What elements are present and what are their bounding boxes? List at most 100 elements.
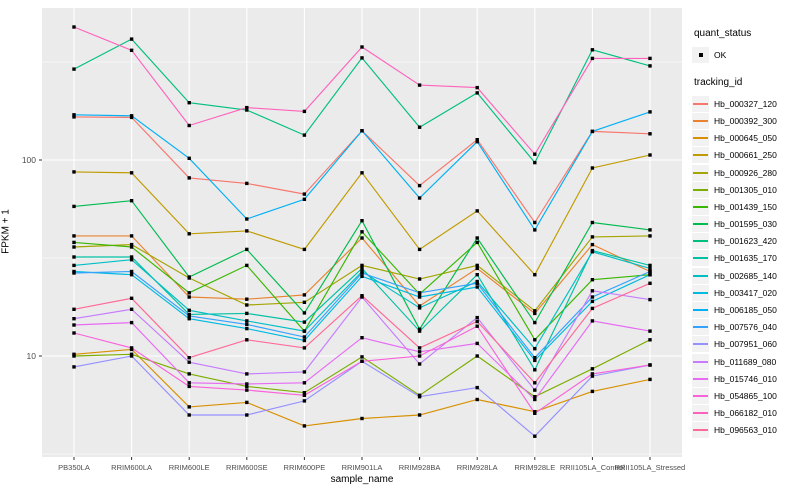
- data-point: [129, 242, 134, 247]
- x-axis-title: sample_name: [330, 474, 394, 485]
- data-point: [648, 363, 652, 367]
- data-point: [129, 48, 134, 52]
- x-tick-label: RRIM901LA: [342, 463, 383, 472]
- data-point: [187, 291, 191, 295]
- legend-key-swatch: [692, 336, 709, 353]
- data-point: [245, 388, 249, 392]
- legend-item-Hb_007576_040: Hb_007576_040: [692, 319, 800, 336]
- legend-key-swatch: [692, 147, 709, 164]
- data-point: [302, 424, 307, 428]
- legend-item-Hb_096563_010: Hb_096563_010: [692, 422, 800, 439]
- data-point: [360, 274, 364, 278]
- data-point: [533, 273, 537, 277]
- legend-item-Hb_000926_280: Hb_000926_280: [692, 164, 800, 181]
- data-point: [302, 338, 307, 343]
- legend-item-label: Hb_002685_140: [714, 270, 777, 281]
- data-point: [475, 140, 479, 144]
- data-point: [475, 315, 479, 320]
- data-point: [360, 416, 364, 421]
- data-point: [129, 255, 134, 259]
- legend-item-label: Hb_001635_170: [714, 253, 777, 264]
- series-color-line-icon: [693, 102, 708, 105]
- legend-item-label: Hb_054865_100: [714, 390, 777, 401]
- data-point: [590, 295, 595, 299]
- y-tick-label: 10: [27, 351, 37, 361]
- data-point: [245, 108, 249, 112]
- data-point: [533, 388, 537, 392]
- series-points-Hb_015746_010: [72, 319, 652, 402]
- data-point: [533, 160, 537, 165]
- data-point: [245, 322, 249, 327]
- legend-item-Hb_066182_010: Hb_066182_010: [692, 405, 800, 422]
- legend-tracking-items: Hb_000327_120 Hb_000392_300 Hb_000645_050 H…: [692, 95, 800, 439]
- data-point: [533, 309, 537, 313]
- data-point: [129, 199, 134, 203]
- data-point: [129, 296, 134, 300]
- data-point: [648, 56, 652, 61]
- x-tick-label: RRIM600PE: [284, 463, 326, 472]
- data-point: [417, 196, 422, 200]
- data-point: [417, 125, 422, 129]
- data-point: [590, 129, 595, 134]
- legend-key-swatch: [692, 233, 709, 250]
- data-point: [417, 306, 422, 310]
- x-tick-label: RRIM600SE: [226, 463, 268, 472]
- data-point: [648, 64, 652, 68]
- data-point: [187, 314, 191, 318]
- legend-item-Hb_001635_170: Hb_001635_170: [692, 250, 800, 267]
- legend-item-label: Hb_000926_280: [714, 167, 777, 178]
- legend-item-Hb_015746_010: Hb_015746_010: [692, 370, 800, 387]
- data-point: [129, 354, 134, 358]
- x-tick-label: PB350LA: [58, 463, 90, 472]
- data-point: [245, 326, 249, 331]
- data-point: [590, 299, 595, 304]
- data-point: [417, 304, 422, 308]
- data-point: [590, 374, 595, 378]
- data-point: [360, 294, 364, 298]
- data-point: [533, 358, 537, 363]
- data-point: [187, 176, 191, 180]
- data-point: [360, 271, 364, 275]
- data-point: [187, 356, 191, 360]
- series-color-line-icon: [693, 119, 708, 122]
- data-point: [417, 277, 422, 281]
- data-point: [187, 123, 191, 128]
- legend-key-swatch: [692, 95, 709, 112]
- legend-key-swatch: [692, 164, 709, 181]
- data-point: [187, 413, 191, 417]
- data-point: [72, 365, 76, 369]
- data-point: [417, 291, 422, 295]
- data-point: [417, 327, 422, 331]
- data-point: [475, 209, 479, 213]
- data-point: [187, 360, 191, 364]
- series-color-line-icon: [693, 154, 708, 157]
- data-point: [72, 25, 76, 29]
- legend-item-label: Hb_000327_120: [714, 98, 777, 109]
- legend-item-label: Hb_001595_030: [714, 219, 777, 230]
- data-point: [533, 368, 537, 372]
- data-point: [187, 381, 191, 385]
- legend-key-swatch: [692, 370, 709, 387]
- data-point: [475, 91, 479, 95]
- series-points-Hb_054865_100: [72, 324, 652, 415]
- data-point: [129, 245, 134, 249]
- series-color-line-icon: [693, 429, 708, 432]
- data-point: [302, 370, 307, 374]
- data-point: [245, 303, 249, 307]
- y-axis-title: FPKM + 1: [0, 209, 12, 254]
- legend-key-swatch: [692, 130, 709, 147]
- legend-item-Hb_001623_420: Hb_001623_420: [692, 233, 800, 250]
- data-point: [533, 411, 537, 415]
- data-point: [187, 295, 191, 299]
- data-point: [245, 319, 249, 323]
- legend-key-swatch: [692, 198, 709, 215]
- data-point: [475, 266, 479, 271]
- data-point: [129, 346, 134, 350]
- legend-item-Hb_054865_100: Hb_054865_100: [692, 387, 800, 404]
- series-color-line-icon: [693, 274, 708, 277]
- data-point: [417, 413, 422, 417]
- series-color-line-icon: [693, 360, 708, 363]
- series-color-line-icon: [693, 377, 708, 380]
- series-color-line-icon: [693, 343, 708, 346]
- y-tick-label: 100: [22, 155, 36, 165]
